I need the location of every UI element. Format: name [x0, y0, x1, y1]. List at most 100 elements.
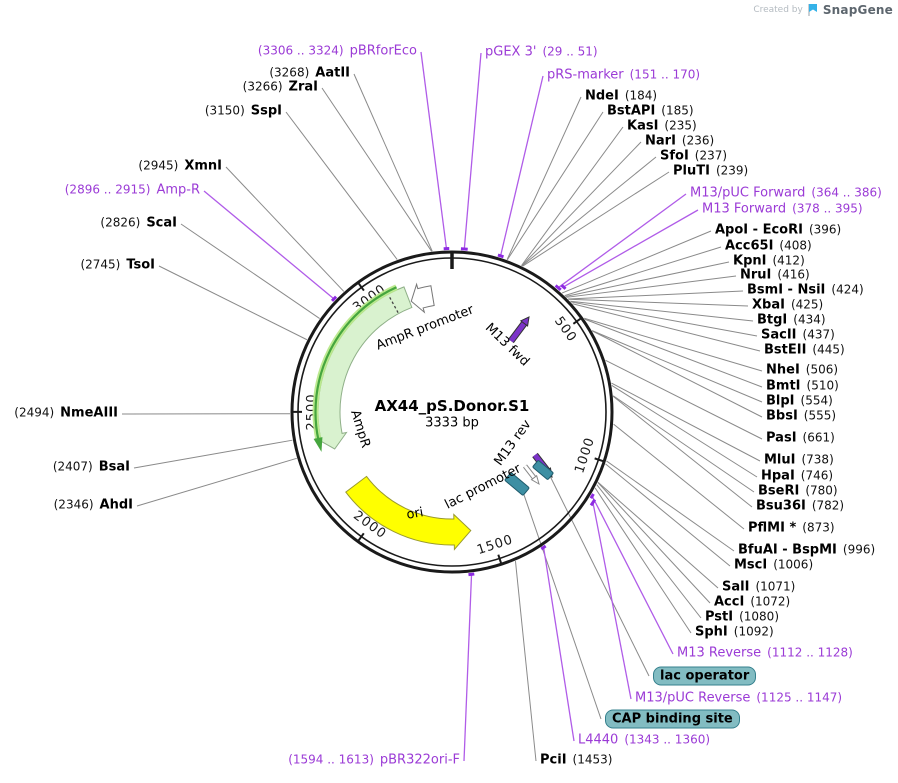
feature-label-ampr[interactable]: AmpR	[347, 408, 373, 450]
callout-sphi[interactable]: SphI (1092)	[695, 625, 774, 641]
callout-xbai[interactable]: XbaI (425)	[752, 297, 823, 314]
leader-line-acci	[597, 482, 711, 604]
leader-line-bstapi	[506, 111, 604, 261]
callout-bsai[interactable]: (2407) BsaI	[53, 460, 130, 476]
leader-line-m13-reverse	[591, 495, 674, 655]
callout-msci[interactable]: MscI (1006)	[734, 558, 813, 574]
callout-acc65i[interactable]: Acc65I (408)	[725, 239, 812, 255]
ampr-promoter-arrow[interactable]	[410, 282, 435, 314]
callout-bsteii[interactable]: BstEII (445)	[764, 343, 845, 359]
xbai-label: XbaI	[752, 297, 785, 313]
callout-prs-marker[interactable]: pRS-marker (151 .. 170)	[547, 67, 700, 84]
leader-line-bsu36i	[612, 395, 753, 508]
callout-bbsi[interactable]: BbsI (555)	[766, 409, 836, 425]
feature-label-m13-fwd[interactable]: M13 fwd	[481, 320, 533, 370]
callout-ndei[interactable]: NdeI (184)	[585, 89, 657, 105]
l4440-label: L4440	[578, 732, 619, 748]
callout-nmeaiii[interactable]: (2494) NmeAIII	[14, 406, 118, 422]
callout-apoi-ecori[interactable]: ApoI - EcoRI (396)	[715, 223, 841, 239]
ampr-direction-line[interactable]	[314, 286, 397, 441]
callout-bsu36i[interactable]: Bsu36I (782)	[756, 499, 844, 515]
callout-pgex-3[interactable]: pGEX 3' (29 .. 51)	[485, 45, 598, 61]
callout-btgi[interactable]: BtgI (434)	[757, 312, 826, 329]
callout-bstapi[interactable]: BstAPI (185)	[607, 103, 694, 120]
leader-line-hpai	[611, 385, 758, 478]
psti-label: PstI	[705, 609, 734, 625]
zrai-label: ZraI	[288, 79, 318, 95]
leader-line-kpni	[565, 261, 730, 297]
callout-pflmi[interactable]: PflMI * (873)	[748, 521, 835, 537]
callout-tsoi[interactable]: (2745) TsoI	[80, 258, 155, 274]
callout-hpai[interactable]: HpaI (746)	[761, 468, 833, 485]
m13-puc-reverse-site-mark	[589, 498, 597, 507]
plasmid-features	[312, 282, 554, 551]
leader-line-acc65i	[564, 246, 722, 297]
callout-cap-binding-site[interactable]: CAP binding site	[605, 709, 740, 729]
btgi-position: (434)	[793, 312, 826, 327]
prs-marker-label: pRS-marker	[547, 67, 624, 83]
lac-operator-feature-box[interactable]	[532, 460, 554, 480]
callout-sali[interactable]: SalI (1071)	[722, 580, 795, 596]
callout-bsmi-nsii[interactable]: BsmI - NsiI (424)	[747, 283, 864, 299]
m13-forward-label: M13 Forward	[702, 201, 787, 217]
callout-zrai[interactable]: (3266) ZraI	[243, 79, 318, 96]
callout-acci[interactable]: AccI (1072)	[714, 595, 790, 611]
callout-ahdi[interactable]: (2346) AhdI	[54, 498, 133, 514]
leader-line-sacii	[570, 301, 758, 337]
callout-pbrforeco[interactable]: (3306 .. 3324) pBRforEco	[257, 43, 417, 60]
sspi-position: (3150)	[204, 103, 245, 118]
callout-blpi[interactable]: BlpI (554)	[766, 394, 833, 410]
feature-label-lac-promoter[interactable]: lac promoter	[442, 461, 524, 513]
leader-line-tsoi	[158, 265, 308, 341]
callout-scai[interactable]: (2826) ScaI	[100, 216, 177, 232]
leader-line-bseri	[612, 395, 755, 493]
callout-kasi[interactable]: KasI (235)	[627, 119, 697, 135]
callout-psti[interactable]: PstI (1080)	[705, 609, 779, 626]
callout-nhei[interactable]: NheI (506)	[766, 363, 838, 379]
callout-bseri[interactable]: BseRI (780)	[758, 484, 838, 500]
pgex-3-site-mark	[460, 247, 468, 251]
callout-xmni[interactable]: (2945) XmnI	[138, 159, 222, 175]
callout-aatii[interactable]: (3268) AatII	[269, 66, 350, 82]
callout-mlui[interactable]: MluI (738)	[764, 453, 834, 469]
callout-bmti[interactable]: BmtI (510)	[766, 379, 839, 395]
callout-m13-forward[interactable]: M13 Forward (378 .. 395)	[702, 201, 863, 218]
hpai-label: HpaI	[761, 468, 795, 484]
callout-pluti[interactable]: PluTI (239)	[673, 164, 748, 180]
callout-kpni[interactable]: KpnI (412)	[733, 254, 805, 270]
pbrforeco-position: (3306 .. 3324)	[257, 43, 344, 58]
feature-label-m13-rev[interactable]: M13 rev	[491, 417, 535, 469]
callout-m13-reverse[interactable]: M13 Reverse (1112 .. 1128)	[677, 646, 853, 662]
snapgene-flag-icon	[808, 4, 817, 16]
leader-line-bsai	[133, 439, 293, 469]
callout-m13-puc-forward[interactable]: M13/pUC Forward (364 .. 386)	[690, 186, 882, 202]
leader-line-prs-marker	[499, 75, 544, 257]
m13-forward-site-mark	[560, 284, 567, 290]
callout-pbr322ori-f[interactable]: (1594 .. 1613) pBR322ori-F	[288, 753, 460, 769]
callout-lac-operator[interactable]: lac operator	[653, 666, 757, 686]
callout-sspi[interactable]: (3150) SspI	[204, 103, 282, 120]
callout-amp-r[interactable]: (2896 .. 2915) Amp-R	[65, 183, 200, 199]
plasmid-size: 3333 bp	[425, 415, 479, 431]
ampr-direction-line-arrowhead	[313, 437, 323, 452]
leader-line-lac-operator	[548, 473, 650, 677]
lac-operator-label: lac operator	[660, 668, 750, 684]
lac-promoter-element-arrow[interactable]	[530, 474, 540, 486]
callout-pasi[interactable]: PasI (661)	[766, 431, 835, 447]
ori-arrow[interactable]	[345, 475, 472, 551]
callout-pcii[interactable]: PciI (1453)	[540, 753, 612, 769]
bstapi-label: BstAPI	[607, 103, 656, 119]
callout-nari[interactable]: NarI (236)	[645, 134, 714, 150]
leader-line-zrai	[321, 87, 433, 252]
callout-m13-puc-reverse[interactable]: M13/pUC Reverse (1125 .. 1147)	[635, 691, 842, 707]
callout-l4440[interactable]: L4440 (1343 .. 1360)	[578, 732, 710, 749]
feature-label-ampr-promoter[interactable]: AmpR promoter	[374, 302, 476, 354]
m13-fwd-primer-arrow[interactable]	[519, 316, 530, 327]
callout-nrui[interactable]: NruI (416)	[740, 268, 810, 284]
leader-line-l4440	[542, 547, 575, 742]
cap-binding-site-feature-box[interactable]	[504, 472, 530, 496]
feature-label-ori[interactable]: ori	[405, 505, 425, 523]
callout-sfoi[interactable]: SfoI (237)	[660, 149, 727, 165]
callout-bfuai-bspmi[interactable]: BfuAI - BspMI (996)	[738, 543, 875, 559]
callout-sacii[interactable]: SacII (437)	[761, 328, 835, 344]
